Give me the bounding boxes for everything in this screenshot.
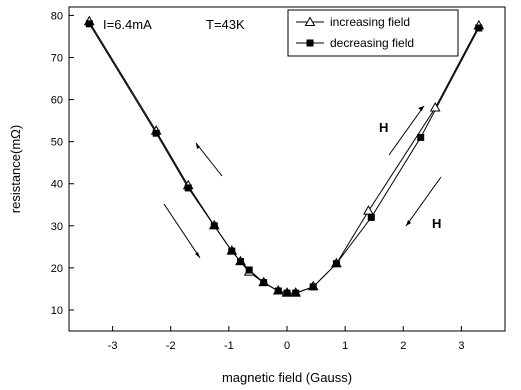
legend: increasing field decreasing field xyxy=(287,9,459,57)
decreasing-data-point xyxy=(292,289,300,297)
arrowhead-down-left xyxy=(406,220,411,226)
arrow-down-right xyxy=(163,203,201,259)
x-axis-label: magnetic field (Gauss) xyxy=(222,370,352,385)
y-tick-label: 40 xyxy=(51,179,63,191)
decreasing-data-point xyxy=(228,247,236,255)
decreasing-data-point xyxy=(332,260,340,268)
y-tick-label: 70 xyxy=(51,52,63,64)
x-tick-label: -1 xyxy=(224,340,234,352)
decreasing-data-point xyxy=(245,266,253,274)
current-annotation: I=6.4mA xyxy=(103,17,152,32)
y-tick-label: 80 xyxy=(51,10,63,22)
decreasing-data-point xyxy=(260,279,268,287)
decreasing-data-point xyxy=(184,184,192,192)
decreasing-data-point xyxy=(237,258,244,266)
decreasing-data-point xyxy=(274,287,282,295)
decreasing-data-point xyxy=(367,213,375,221)
decreasing-data-point xyxy=(283,289,291,297)
x-tick-label: 1 xyxy=(342,340,348,352)
legend-triangle-icon xyxy=(304,16,316,26)
x-tick-label: 3 xyxy=(458,340,464,352)
field-up-label: H xyxy=(379,120,388,135)
legend-label-increasing: increasing field xyxy=(330,15,410,29)
temperature-annotation: T=43K xyxy=(206,17,245,32)
decreasing-data-point xyxy=(309,283,317,291)
arrowhead-up-left xyxy=(196,143,200,149)
series-markers xyxy=(83,15,485,297)
series-lines xyxy=(88,21,480,294)
y-tick-label: 60 xyxy=(51,95,63,107)
series-line-decreasing xyxy=(88,23,480,294)
decreasing-data-point xyxy=(475,24,483,32)
y-tick-label: 30 xyxy=(51,221,63,233)
y-axis: 10 20 30 40 50 60 70 80 xyxy=(51,10,74,317)
arrow-up-left xyxy=(195,142,223,177)
decreasing-data-point xyxy=(152,129,160,137)
arrow-down-left xyxy=(405,176,442,227)
y-tick-label: 10 xyxy=(51,305,63,317)
x-tick-label: -3 xyxy=(108,340,118,352)
x-tick-label: 2 xyxy=(400,340,406,352)
y-tick-label: 20 xyxy=(51,263,63,275)
field-direction-arrows xyxy=(163,105,442,259)
decreasing-data-point xyxy=(85,20,93,28)
decreasing-data-point xyxy=(417,133,425,141)
field-down-label: H xyxy=(432,216,441,231)
x-axis: -3 -2 -1 0 1 2 3 xyxy=(108,326,464,352)
legend-square-icon xyxy=(306,39,314,47)
arrow-up-right xyxy=(388,105,425,156)
arrowhead-up-right xyxy=(418,106,424,111)
increasing-data-point xyxy=(429,101,441,112)
x-tick-label: -2 xyxy=(166,340,176,352)
arrowhead-down-right xyxy=(195,252,200,258)
legend-box xyxy=(287,9,459,57)
decreasing-data-point xyxy=(210,222,218,230)
y-axis-label: resistance(mΩ) xyxy=(8,125,23,213)
legend-label-decreasing: decreasing field xyxy=(330,36,414,50)
x-tick-label: 0 xyxy=(284,340,290,352)
y-tick-label: 50 xyxy=(51,137,63,149)
